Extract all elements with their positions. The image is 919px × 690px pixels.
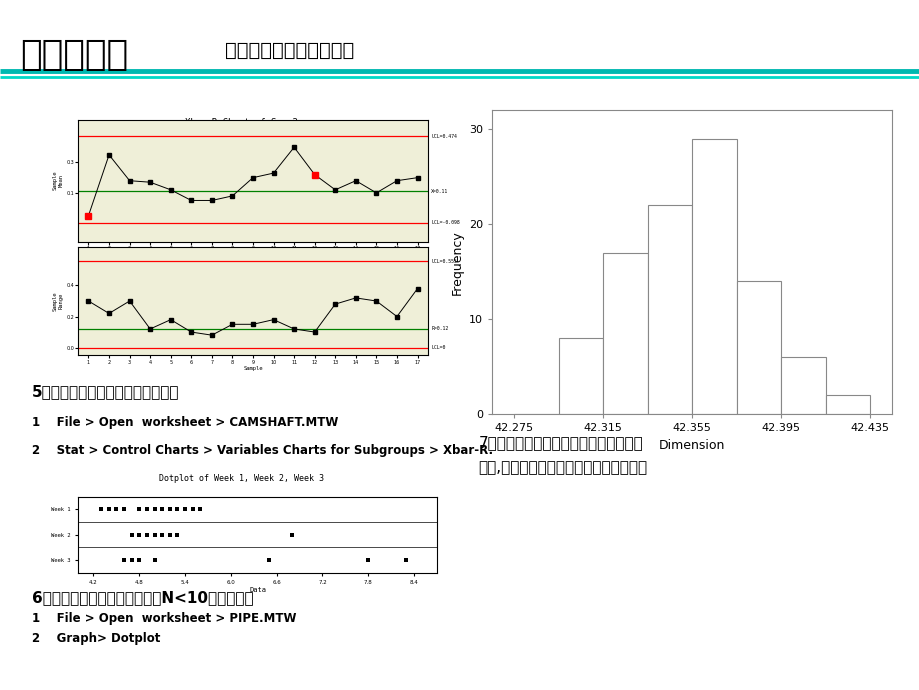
Text: 7、直方图：可以分析不同数据值出现的
频率,数据的中心值以及数据的分布形状。: 7、直方图：可以分析不同数据值出现的 频率,数据的中心值以及数据的分布形状。 <box>478 435 647 475</box>
Text: X=0.11: X=0.11 <box>431 189 448 194</box>
Y-axis label: Sample
Range: Sample Range <box>52 291 63 310</box>
Text: 基本图形－: 基本图形－ <box>20 38 129 72</box>
Text: Xbar-R Chart of Supp2: Xbar-R Chart of Supp2 <box>185 118 298 127</box>
X-axis label: Sample: Sample <box>243 366 263 371</box>
Text: Dotplot of Week 1, Week 2, Week 3: Dotplot of Week 1, Week 2, Week 3 <box>159 474 323 483</box>
X-axis label: Data: Data <box>249 586 266 593</box>
Bar <box>603 253 647 414</box>
Text: R=0.12: R=0.12 <box>431 326 448 331</box>
Text: 5、控制图：探测和监控过程的变异: 5、控制图：探测和监控过程的变异 <box>32 384 179 400</box>
X-axis label: Dimension: Dimension <box>658 439 725 451</box>
Bar <box>736 282 780 414</box>
Text: 2    Stat > Control Charts > Variables Charts for Subgroups > Xbar-R.: 2 Stat > Control Charts > Variables Char… <box>32 444 493 457</box>
X-axis label: Sample: Sample <box>243 252 263 257</box>
Text: 1    File > Open  worksheet > CAMSHAFT.MTW: 1 File > Open worksheet > CAMSHAFT.MTW <box>32 416 338 428</box>
Text: 控制图、控制图、直方图: 控制图、控制图、直方图 <box>225 41 354 61</box>
Text: LCL=-0.098: LCL=-0.098 <box>431 220 460 226</box>
Text: 6、点分布图：用于小样本量（N<10）数据分析: 6、点分布图：用于小样本量（N<10）数据分析 <box>32 591 254 606</box>
Text: UCL=0.555: UCL=0.555 <box>431 259 457 264</box>
Y-axis label: Sample
Mean: Sample Mean <box>52 171 63 190</box>
Text: UCL=0.474: UCL=0.474 <box>431 133 457 139</box>
Y-axis label: Frequency: Frequency <box>450 230 463 295</box>
Bar <box>559 338 603 414</box>
Text: LCL=0: LCL=0 <box>431 345 445 350</box>
Bar <box>691 139 736 414</box>
Bar <box>824 395 869 414</box>
Bar <box>780 357 824 414</box>
Text: 2    Graph> Dotplot: 2 Graph> Dotplot <box>32 632 160 645</box>
Bar <box>647 206 692 414</box>
Text: 1    File > Open  worksheet > PIPE.MTW: 1 File > Open worksheet > PIPE.MTW <box>32 613 296 625</box>
